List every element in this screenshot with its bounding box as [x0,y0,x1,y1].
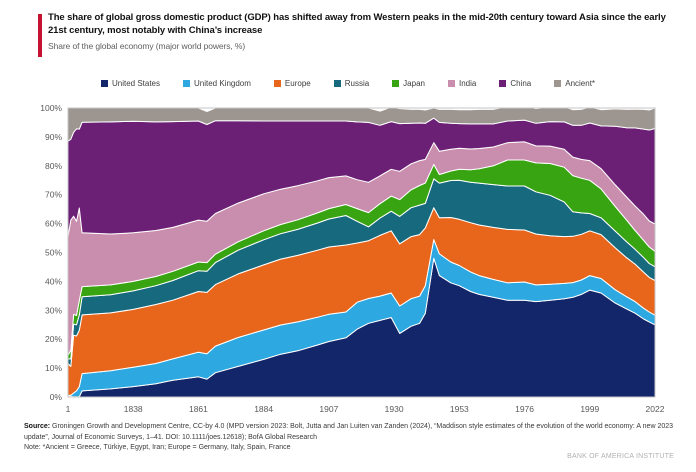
legend-label: United Kingdom [194,79,251,88]
legend-label: Ancient* [565,79,596,88]
page-title: The share of global gross domestic produ… [48,12,666,36]
legend-label: Russia [344,79,370,88]
legend-item-russia[interactable]: Russia [333,79,370,88]
y-tick-label: 60% [45,219,62,229]
legend-label: China [510,79,532,88]
y-tick-label: 100% [40,103,62,113]
x-tick-label: 1838 [124,404,143,414]
source-label: Source: [24,423,51,430]
legend-swatch-china [499,80,507,87]
y-tick-label: 0% [50,392,63,402]
y-tick-label: 90% [45,132,62,142]
legend-swatch-japan [392,80,400,87]
legend-item-japan[interactable]: Japan [392,79,425,88]
legend-swatch-europe [273,80,281,87]
legend-swatch-ancient [554,80,562,87]
header: The share of global gross domestic produ… [48,12,684,51]
legend-swatch-india [447,80,455,87]
y-tick-label: 30% [45,305,62,315]
source-text: Groningen Growth and Development Centre,… [24,423,674,441]
legend-item-ancient[interactable]: Ancient* [554,79,595,88]
y-tick-label: 50% [45,248,62,258]
legend-item-europe[interactable]: Europe [273,79,311,88]
legend-swatch-united-kingdom [183,80,190,87]
x-tick-label: 1884 [254,404,273,414]
chart-subtitle: Share of the global economy (major world… [48,40,246,51]
y-tick-label: 40% [45,276,62,286]
y-tick-label: 70% [45,190,62,200]
y-tick-label: 20% [45,334,62,344]
x-tick-label: 1 [66,404,71,414]
legend-swatch-russia [333,80,341,87]
y-tick-label: 80% [45,161,62,171]
source-line: Source: Groningen Growth and Development… [24,422,676,443]
brand-mark: BANK OF AMERICA INSTITUTE [567,453,674,460]
stacked-area-chart: 0% 10% 20% 30% 40% 50% 60% 70% 80% 90% 100% 1 1838 18… [40,103,665,414]
x-tick-label: 1999 [580,404,599,414]
y-tick-label: 10% [45,363,62,373]
x-tick-label: 1953 [450,404,469,414]
plot-frame [67,107,656,398]
chart-legend: United States United Kingdom Europe Russia J… [0,79,696,88]
legend-item-united-kingdom[interactable]: United Kingdom [183,79,251,88]
x-tick-label: 1930 [385,404,404,414]
legend-label: Japan [403,79,425,88]
x-tick-label: 2022 [646,404,665,414]
legend-label: India [458,79,477,88]
footer: Source: Groningen Growth and Development… [24,422,676,454]
note-line: Note: *Ancient = Greece, Türkiye, Egypt,… [24,444,291,451]
x-tick-label: 1861 [189,404,208,414]
area-ancient [68,108,655,142]
legend-item-india[interactable]: India [447,79,477,88]
legend-item-united-states[interactable]: United States [100,79,160,88]
legend-swatch-united-states [100,80,108,87]
x-tick-label: 1907 [319,404,338,414]
title-accent-bar [38,14,42,57]
legend-label: United States [111,79,160,88]
x-tick-label: 1976 [515,404,534,414]
legend-label: Europe [284,79,311,88]
legend-item-china[interactable]: China [499,79,531,88]
